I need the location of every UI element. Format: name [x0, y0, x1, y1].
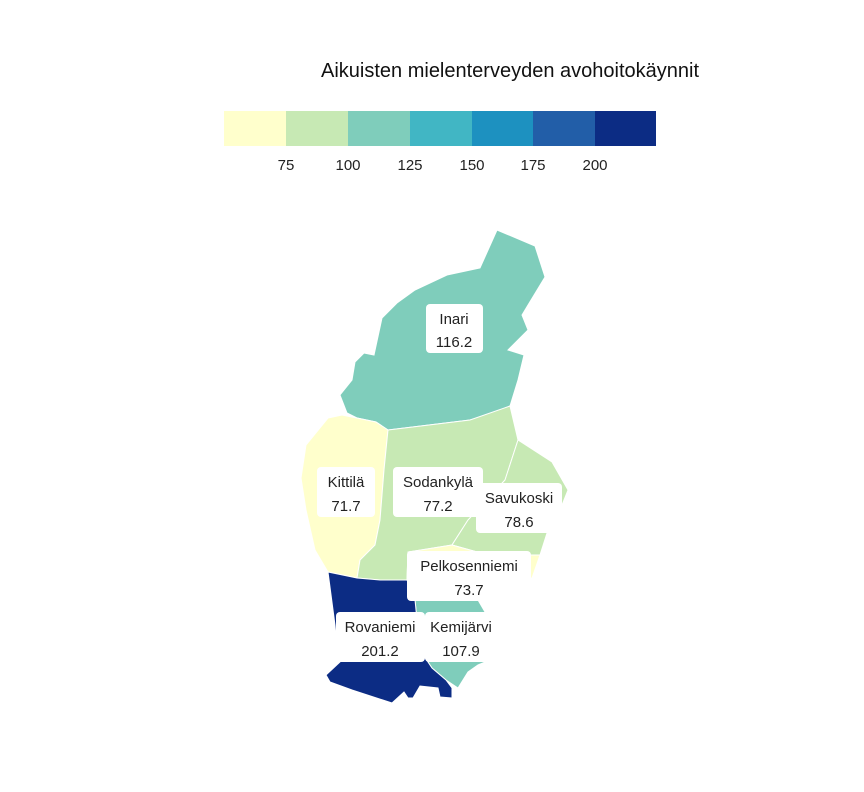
legend-tick: 200	[582, 157, 607, 174]
label-box	[407, 551, 531, 601]
region-value: 116.2	[436, 334, 472, 351]
label-kittila: Kittilä 71.7	[317, 467, 375, 517]
label-box	[336, 612, 425, 662]
label-pelkosenniemi: Pelkosenniemi 73.7	[407, 551, 531, 601]
region-name: Sodankylä	[403, 474, 474, 491]
legend-swatch-1	[224, 111, 286, 146]
label-box	[426, 304, 483, 353]
region-value: 201.2	[361, 643, 399, 660]
region-value: 71.7	[331, 498, 360, 515]
region-value: 77.2	[423, 498, 452, 515]
label-savukoski: Savukoski 78.6	[476, 483, 562, 533]
label-kemijarvi: Kemijärvi 107.9	[425, 612, 498, 662]
label-box	[425, 612, 498, 662]
region-value: 107.9	[442, 643, 480, 660]
legend-swatch-3	[348, 111, 410, 146]
region-name: Rovaniemi	[345, 619, 416, 636]
legend-swatch-6	[533, 111, 595, 146]
label-rovaniemi: Rovaniemi 201.2	[336, 612, 425, 662]
region-name: Kemijärvi	[430, 619, 492, 636]
legend-tick: 150	[459, 157, 484, 174]
region-labels: Inari 116.2 Kittilä 71.7 Sodankylä 77.2 …	[317, 304, 562, 662]
legend-swatch-5	[472, 111, 533, 146]
region-value: 73.7	[454, 582, 483, 599]
region-value: 78.6	[504, 514, 533, 531]
label-box	[317, 467, 375, 517]
label-box	[393, 467, 483, 517]
legend-tick: 175	[520, 157, 545, 174]
region-name: Kittilä	[328, 474, 365, 491]
region-name: Savukoski	[485, 490, 553, 507]
region-name: Inari	[439, 311, 468, 328]
legend-swatch-7	[595, 111, 656, 146]
region-name: Pelkosenniemi	[420, 558, 518, 575]
label-inari: Inari 116.2	[426, 304, 483, 353]
legend-swatch-4	[410, 111, 472, 146]
label-box	[476, 483, 562, 533]
legend-tick: 75	[278, 157, 295, 174]
label-sodankyla: Sodankylä 77.2	[393, 467, 483, 517]
color-legend: 75 100 125 150 175 200	[224, 111, 656, 174]
legend-tick: 100	[335, 157, 360, 174]
legend-swatch-2	[286, 111, 348, 146]
map-title: Aikuisten mielenterveyden avohoitokäynni…	[321, 60, 699, 82]
legend-tick: 125	[397, 157, 422, 174]
